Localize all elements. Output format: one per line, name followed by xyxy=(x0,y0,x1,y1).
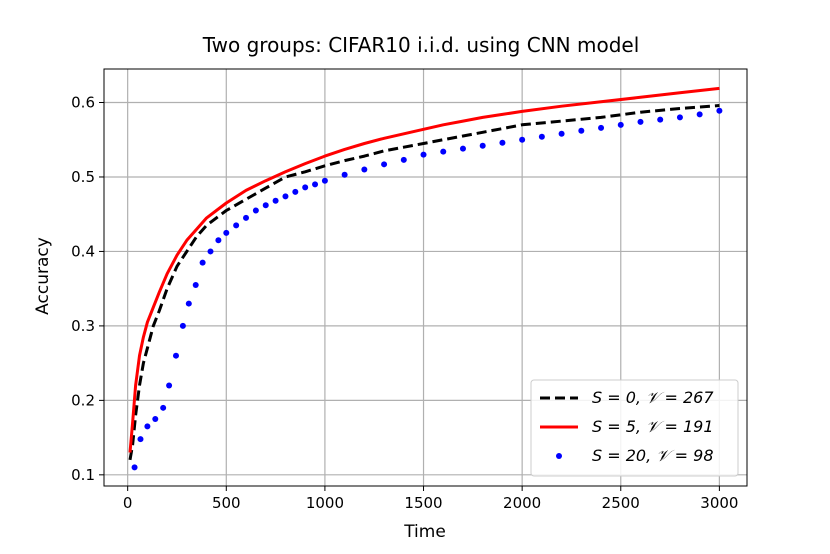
series-2-point xyxy=(716,107,723,114)
series-2-point xyxy=(172,352,179,359)
x-tick-label: 2000 xyxy=(503,494,541,512)
series-2-point xyxy=(321,177,328,184)
series-2-point xyxy=(341,171,348,178)
series-2-point xyxy=(166,382,173,389)
series-2-point xyxy=(292,188,299,195)
series-2-point xyxy=(637,118,644,125)
series-2-point xyxy=(400,156,407,163)
series-2-point xyxy=(185,300,192,307)
series-2-point xyxy=(152,415,159,422)
series-2-point xyxy=(160,404,167,411)
legend-label-2: S = 20, 𝒱 = 98 xyxy=(592,446,714,465)
series-2-point xyxy=(179,322,186,329)
series-2-point xyxy=(676,114,683,121)
series-2-point xyxy=(144,423,151,430)
series-2-point xyxy=(243,214,250,221)
x-tick-label: 1500 xyxy=(404,494,442,512)
y-tick-label: 0.3 xyxy=(71,317,95,335)
series-2-point xyxy=(657,116,664,123)
series-2-point xyxy=(499,139,506,146)
series-2-point xyxy=(381,161,388,168)
series-2-point xyxy=(262,202,269,209)
series-2-point xyxy=(578,127,585,134)
y-tick-label: 0.5 xyxy=(71,168,95,186)
series-2-point xyxy=(137,436,144,443)
series-2-point xyxy=(617,121,624,128)
series-2-point xyxy=(420,151,427,158)
series-2-point xyxy=(361,166,368,173)
series-2-point xyxy=(696,111,703,118)
series-2-point xyxy=(192,281,199,288)
legend-label-0: S = 0, 𝒱 = 267 xyxy=(592,388,714,407)
series-0-line xyxy=(128,104,720,461)
legend-marker-2 xyxy=(556,453,562,459)
legend: S = 0, 𝒱 = 267 S = 5, 𝒱 = 191 S = 20, 𝒱 = … xyxy=(530,379,739,477)
series-2-point xyxy=(282,193,289,200)
series-2-point xyxy=(233,222,240,229)
series-2-point xyxy=(199,259,206,266)
series-2-point xyxy=(519,136,526,143)
y-axis-label: Accuracy xyxy=(33,237,53,315)
series-2-point xyxy=(272,197,279,204)
y-tick-label: 0.1 xyxy=(71,466,95,484)
y-tick-label: 0.6 xyxy=(71,94,95,112)
series-2-point xyxy=(207,248,214,255)
series-2-point xyxy=(312,181,319,188)
legend-label-1: S = 5, 𝒱 = 191 xyxy=(592,417,714,436)
plot-frame xyxy=(103,68,748,487)
series-2-point xyxy=(479,142,486,149)
chart-title: Two groups: CIFAR10 i.i.d. using CNN mod… xyxy=(202,33,640,57)
series-2-point xyxy=(252,207,259,214)
x-tick-label: 1000 xyxy=(306,494,344,512)
series-2-point xyxy=(598,124,605,131)
series-2-point xyxy=(538,133,545,140)
series-2-point xyxy=(302,184,309,191)
series-2-point xyxy=(440,148,447,155)
x-tick-label: 0 xyxy=(123,494,133,512)
x-tick-label: 2500 xyxy=(602,494,640,512)
y-tick-label: 0.4 xyxy=(71,242,95,260)
series-1-line xyxy=(128,86,720,453)
x-tick-label: 500 xyxy=(212,494,241,512)
axis-ticks: 0 500 1000 1500 2000 2500 3000 0.1 0.2 0.3 0.4 0.5 0… xyxy=(71,94,738,512)
series-2-point xyxy=(131,464,138,471)
legend-box xyxy=(530,379,739,477)
x-axis-label: Time xyxy=(403,522,446,542)
series-2-point xyxy=(223,229,230,236)
y-tick-label: 0.2 xyxy=(71,391,95,409)
x-tick-label: 3000 xyxy=(700,494,738,512)
grid xyxy=(104,69,747,486)
series-2-point xyxy=(459,145,466,152)
plot-area xyxy=(128,86,723,471)
series-2-point xyxy=(558,130,565,137)
series-2-point xyxy=(215,237,222,244)
